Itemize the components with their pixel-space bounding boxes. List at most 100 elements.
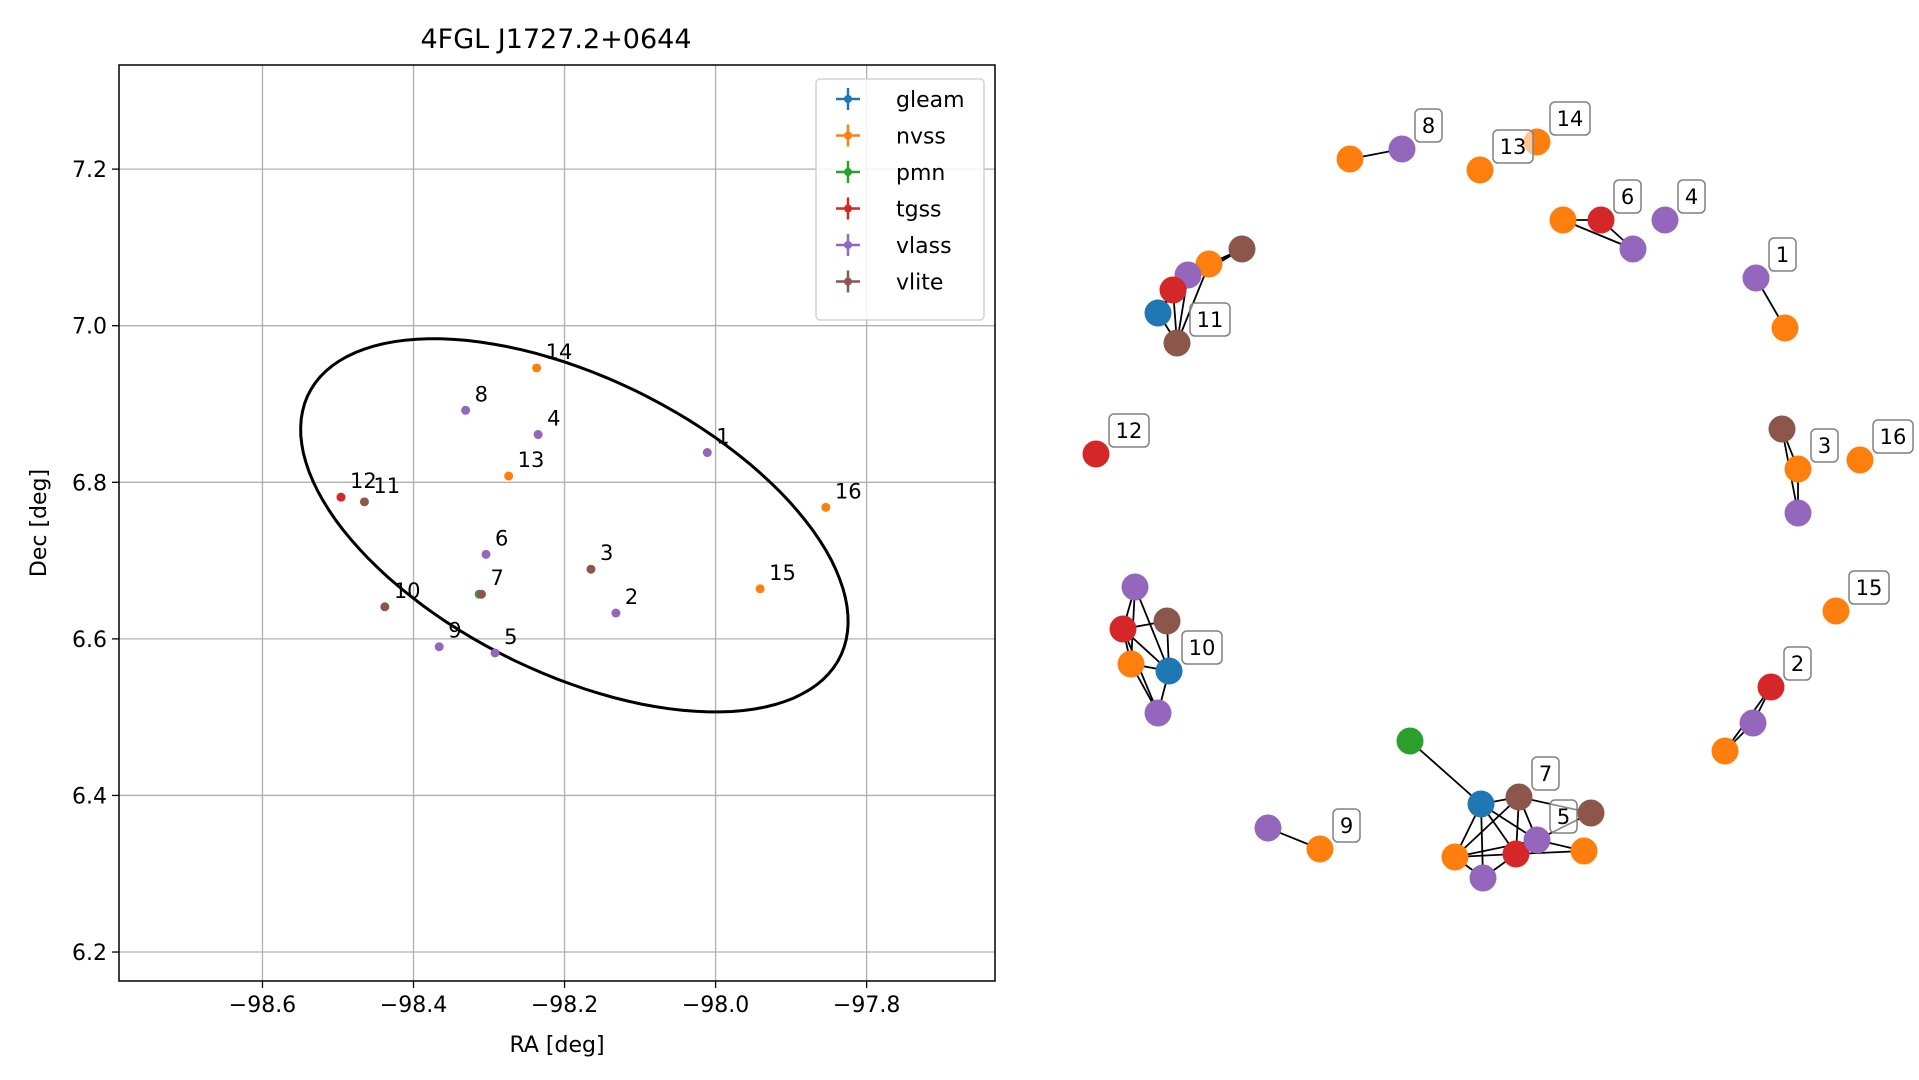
point-label: 9 <box>448 619 461 643</box>
data-points <box>336 363 831 658</box>
network-node-nvss <box>1846 446 1874 474</box>
network-label: 9 <box>1332 808 1361 843</box>
network-label-text: 9 <box>1340 814 1353 838</box>
point-nvss <box>821 502 831 512</box>
network-node-nvss <box>1466 156 1494 184</box>
network-label: 10 <box>1181 630 1223 665</box>
network-label-box <box>1848 570 1890 605</box>
network-node-nvss <box>1306 835 1334 863</box>
network-node-vlite <box>1228 235 1256 263</box>
plot-frame <box>118 64 996 982</box>
point-label: 12 <box>350 469 377 493</box>
point-label: 10 <box>394 579 421 603</box>
point-vlass <box>702 448 712 458</box>
network-label: 14 <box>1549 101 1591 136</box>
network-node-gleam <box>1144 299 1172 327</box>
point-vlite <box>476 589 486 599</box>
y-tick-label: 6.4 <box>72 784 107 809</box>
network-label-box <box>1549 799 1578 834</box>
error-ellipse <box>299 337 850 714</box>
network-label-text: 14 <box>1557 107 1584 131</box>
network-label-text: 11 <box>1197 308 1224 332</box>
grid <box>119 65 995 981</box>
point-label: 11 <box>373 474 400 498</box>
network-node-nvss <box>1117 650 1145 678</box>
y-axis-label: Dec [deg] <box>27 469 52 577</box>
network-node-vlite <box>1153 607 1181 635</box>
network-node-vlass <box>1388 135 1416 163</box>
network-node-vlass <box>1742 264 1770 292</box>
legend-box <box>815 78 985 321</box>
network-label-box <box>1810 428 1839 463</box>
network-label-box <box>1768 237 1797 272</box>
network-node-vlite <box>1768 415 1796 443</box>
point-vlite <box>380 602 390 612</box>
network-label-text: 13 <box>1500 135 1527 159</box>
point-vlite <box>586 564 596 574</box>
network-label-box <box>1613 179 1642 214</box>
network-node-tgss <box>1757 673 1785 701</box>
network-label: 3 <box>1810 428 1839 463</box>
point-label: 2 <box>625 585 638 609</box>
network-node-nvss <box>1570 837 1598 865</box>
y-axis-ticks: 6.2 6.4 6.6 6.8 7.0 7.2 <box>72 158 119 966</box>
network-label-text: 15 <box>1856 576 1883 600</box>
network-node-vlass <box>1784 499 1812 527</box>
x-tick-label: −98.2 <box>531 993 598 1018</box>
network-label-box <box>1783 646 1812 681</box>
network-node-vlass <box>1144 699 1172 727</box>
y-tick-label: 6.6 <box>72 628 107 653</box>
network-label-box <box>1414 108 1443 143</box>
network-label-box <box>1189 302 1231 337</box>
point-nvss <box>755 584 765 594</box>
network-label: 11 <box>1189 302 1231 337</box>
network-label-text: 5 <box>1557 805 1570 829</box>
y-tick-label: 7.0 <box>72 315 107 340</box>
network-edge <box>1409 740 1482 805</box>
network-label: 7 <box>1531 756 1560 791</box>
legend-marker-dot <box>844 95 852 103</box>
legend-marker-dot <box>844 241 852 249</box>
network-node-nvss <box>1549 206 1577 234</box>
point-vlass <box>490 648 500 658</box>
x-tick-label: −98.4 <box>380 993 447 1018</box>
point-label: 7 <box>490 566 503 590</box>
point-tgss <box>336 492 346 502</box>
legend-label-gleam: gleam <box>896 88 965 113</box>
network-label: 2 <box>1783 646 1812 681</box>
x-axis-label: RA [deg] <box>509 1033 604 1058</box>
legend-label-pmn: pmn <box>896 161 945 186</box>
legend-label-vlite: vlite <box>896 271 943 296</box>
point-label: 8 <box>475 382 488 406</box>
network-label-box <box>1332 808 1361 843</box>
network-node-nvss <box>1784 455 1812 483</box>
network-label: 15 <box>1848 570 1890 605</box>
network-label-text: 3 <box>1818 434 1831 458</box>
network-label-text: 6 <box>1621 185 1634 209</box>
network-edge <box>1134 586 1170 672</box>
point-label: 6 <box>495 526 508 550</box>
legend-label-vlass: vlass <box>896 234 952 259</box>
point-vlass <box>461 405 471 415</box>
network-edge <box>1454 796 1520 858</box>
network-label: 1 <box>1768 237 1797 272</box>
network-node-tgss <box>1082 440 1110 468</box>
x-axis-ticks: −98.6 −98.4 −98.2 −98.0 −97.8 <box>229 981 900 1018</box>
point-label: 4 <box>547 407 560 431</box>
network-label: 12 <box>1108 413 1150 448</box>
y-tick-label: 6.8 <box>72 471 107 496</box>
network-node-vlass <box>1619 235 1647 263</box>
network-label: 8 <box>1414 108 1443 143</box>
network-label-box <box>1181 630 1223 665</box>
network-node-pmn <box>1396 727 1424 755</box>
network-label: 16 <box>1872 419 1914 454</box>
network-label-box <box>1872 419 1914 454</box>
network-node-tgss <box>1109 615 1137 643</box>
x-tick-label: −98.6 <box>229 993 296 1018</box>
network-label-text: 12 <box>1116 419 1143 443</box>
legend-marker-dot <box>844 168 852 176</box>
